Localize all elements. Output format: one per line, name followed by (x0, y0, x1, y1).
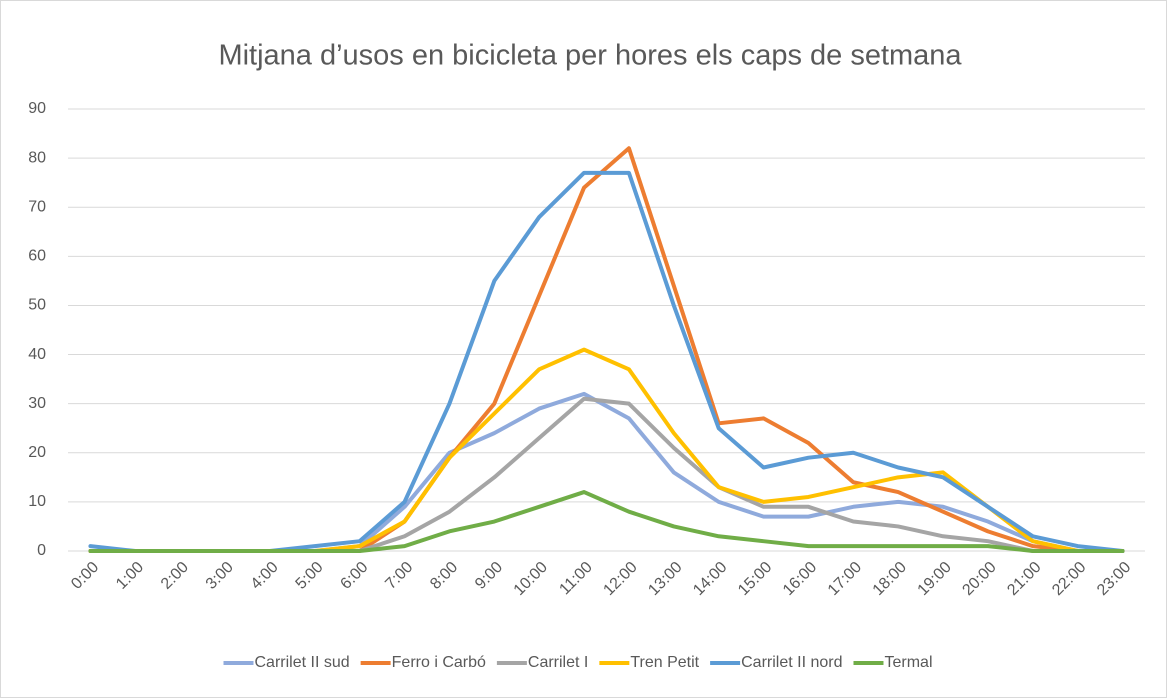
legend-label: Carrilet II sud (255, 654, 350, 671)
y-tick-label: 70 (28, 198, 46, 215)
legend-label: Ferro i Carbó (392, 654, 486, 671)
y-tick-label: 30 (28, 395, 46, 412)
legend-label: Tren Petit (630, 654, 699, 671)
chart-title: Mitjana d’usos en bicicleta per hores el… (218, 40, 962, 72)
legend-label: Termal (884, 654, 932, 671)
legend-label: Carrilet II nord (741, 654, 842, 671)
y-tick-label: 40 (28, 346, 46, 363)
y-tick-label: 60 (28, 248, 46, 265)
y-tick-label: 90 (28, 100, 46, 117)
series-line (88, 490, 1125, 553)
y-tick-label: 10 (28, 493, 46, 510)
y-tick-label: 0 (37, 542, 46, 559)
y-tick-label: 20 (28, 444, 46, 461)
y-tick-label: 50 (28, 297, 46, 314)
legend-label: Carrilet I (528, 654, 588, 671)
y-tick-label: 80 (28, 149, 46, 166)
